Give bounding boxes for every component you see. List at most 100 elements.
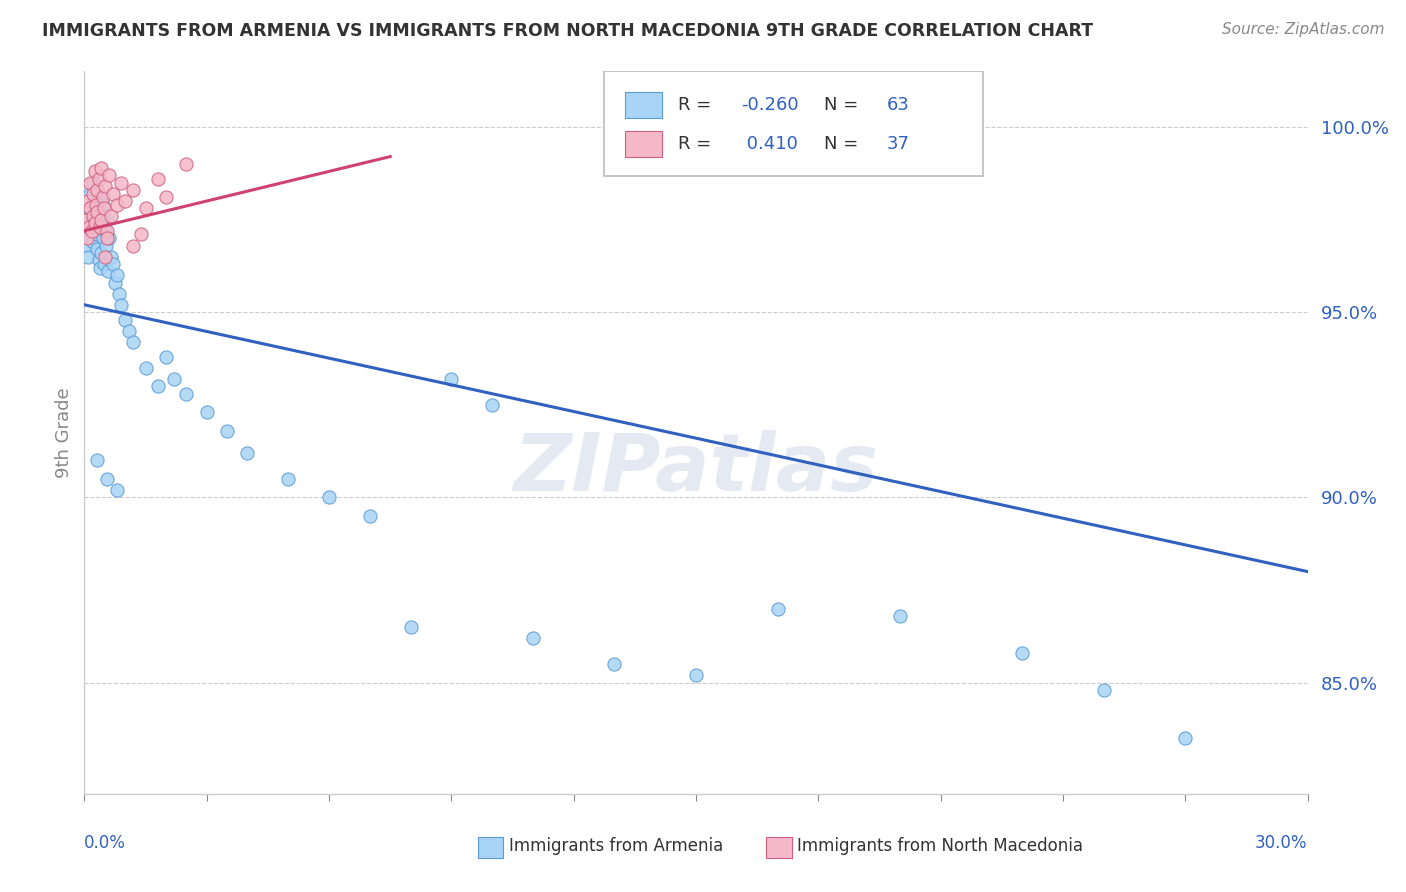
Point [93,202,115,216]
Point [96,224,118,238]
Point [97,231,120,245]
Point [122,238,145,252]
Point [93,179,115,194]
Text: Immigrants from Armenia: Immigrants from Armenia [509,837,723,855]
Point [122,183,145,197]
Point [79,202,101,216]
Point [83,164,105,178]
Point [89,219,111,234]
Point [131,227,153,242]
Text: 30.0%: 30.0% [1256,834,1308,852]
Point [277,472,299,486]
Point [359,508,381,523]
Point [163,372,186,386]
Point [217,424,239,438]
Point [1092,683,1115,698]
Point [135,360,157,375]
Point [77,219,100,234]
Point [118,324,141,338]
Point [82,235,104,249]
Point [685,668,707,682]
Point [79,186,101,201]
Point [86,183,108,197]
Text: Immigrants from North Macedonia: Immigrants from North Macedonia [797,837,1083,855]
Text: -0.260: -0.260 [741,96,799,114]
Point [105,198,128,212]
Text: R =: R = [678,135,717,153]
Point [110,176,132,190]
Text: 0.410: 0.410 [741,135,799,153]
Point [86,205,108,219]
Point [91,231,114,245]
Point [90,212,112,227]
Point [96,472,118,486]
Point [94,238,117,252]
Point [86,453,108,467]
Point [101,186,124,201]
Text: Source: ZipAtlas.com: Source: ZipAtlas.com [1222,22,1385,37]
Point [91,190,114,204]
Point [86,183,108,197]
Point [87,171,110,186]
Point [79,176,101,190]
Point [105,268,128,282]
Point [83,216,105,230]
Point [82,186,104,201]
Point [236,446,259,460]
Point [82,209,104,223]
Point [93,224,115,238]
Point [174,386,197,401]
Point [86,242,108,256]
Point [399,620,422,634]
Point [80,212,103,227]
Point [122,334,145,349]
Point [80,224,103,238]
FancyBboxPatch shape [626,130,662,157]
Point [91,198,114,212]
Point [108,286,131,301]
Point [1174,731,1197,746]
Text: IMMIGRANTS FROM ARMENIA VS IMMIGRANTS FROM NORTH MACEDONIA 9TH GRADE CORRELATION: IMMIGRANTS FROM ARMENIA VS IMMIGRANTS FR… [42,22,1094,40]
Point [889,609,911,624]
Point [87,253,110,268]
Point [440,372,463,386]
Y-axis label: 9th Grade: 9th Grade [55,387,73,478]
Text: N =: N = [824,96,865,114]
Point [87,202,110,216]
Point [522,632,544,646]
Point [89,260,111,275]
Point [90,246,112,260]
Point [766,601,789,615]
Point [481,398,503,412]
Text: 37: 37 [887,135,910,153]
Point [82,176,104,190]
Point [93,257,115,271]
Point [83,219,105,234]
Point [146,379,169,393]
Point [97,168,120,182]
Point [114,312,136,326]
Point [101,257,124,271]
Point [77,202,100,216]
Point [77,250,100,264]
Text: N =: N = [824,135,865,153]
Point [135,202,157,216]
Text: 63: 63 [887,96,910,114]
Point [76,224,98,238]
Point [100,250,122,264]
Point [155,350,177,364]
Point [96,212,118,227]
Point [86,227,108,242]
Point [155,190,177,204]
Point [97,264,120,278]
Point [75,212,97,227]
Point [318,491,340,505]
Point [114,194,136,208]
Point [84,198,107,212]
Point [76,231,98,245]
Point [77,194,100,208]
Point [83,194,105,208]
Text: ZIPatlas: ZIPatlas [513,430,879,508]
FancyBboxPatch shape [605,71,983,176]
Point [79,231,101,245]
